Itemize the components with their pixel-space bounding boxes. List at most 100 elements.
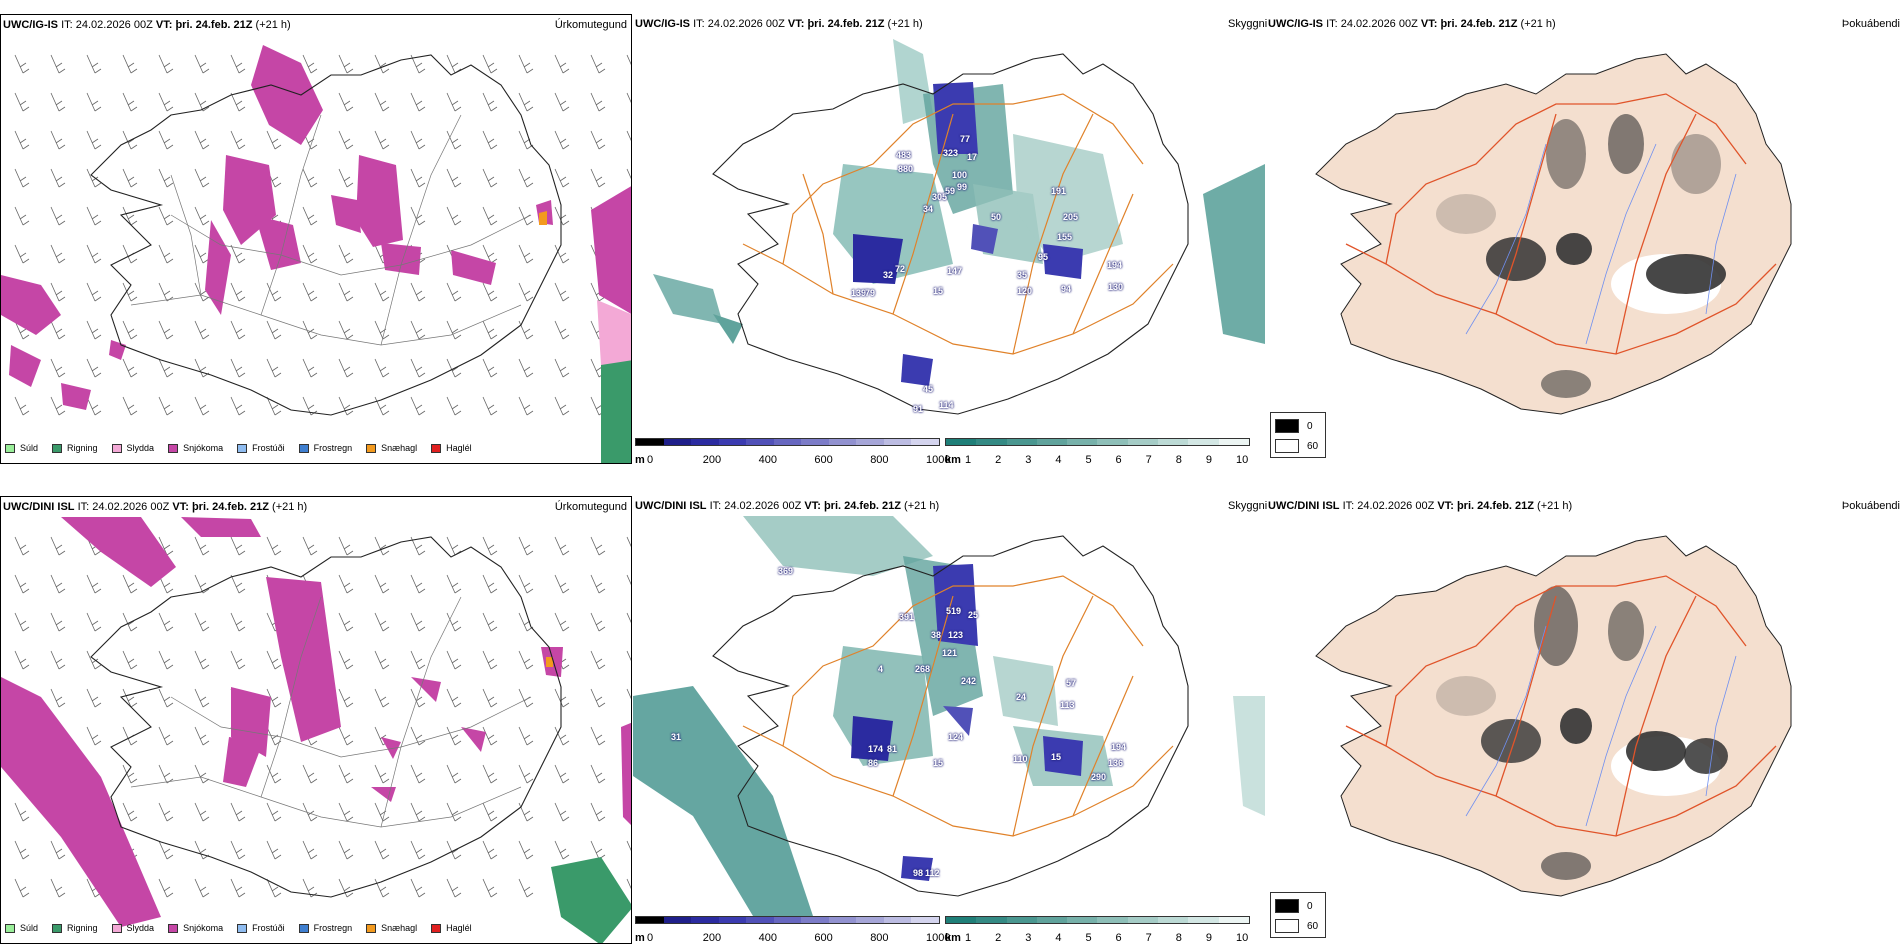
colorbar-tick-label: 400 bbox=[758, 932, 777, 944]
ceiling-value-label: 99 bbox=[957, 182, 968, 192]
colorbar-tick-label: 8 bbox=[1175, 454, 1182, 464]
colorbar-segment bbox=[1097, 439, 1128, 445]
ceiling-value-label: 38 bbox=[931, 630, 942, 640]
wind-barbs bbox=[14, 54, 631, 416]
colorbar-segment bbox=[828, 917, 857, 923]
legend-label: Haglél bbox=[446, 923, 472, 933]
ceiling-value-label: 323 bbox=[943, 148, 959, 158]
precip-map bbox=[1, 517, 631, 943]
colorbar-segment bbox=[663, 917, 692, 923]
ceiling-value-label: 81 bbox=[887, 744, 898, 754]
fog-legend-label: 0 bbox=[1307, 420, 1313, 432]
ceiling-value-label: 369 bbox=[778, 566, 794, 576]
legend-item: Rigning bbox=[52, 443, 98, 453]
fog-map bbox=[1315, 535, 1792, 897]
ceiling-value-label: 110 bbox=[1013, 754, 1028, 764]
colorbar-segment bbox=[718, 439, 747, 445]
roads bbox=[130, 596, 532, 828]
colorbar-segment bbox=[801, 917, 829, 923]
colorbar-segment bbox=[1127, 439, 1159, 445]
colorbar-segment bbox=[1218, 439, 1249, 445]
colorbar-tick-label: 5 bbox=[1085, 932, 1092, 944]
ceiling-value-label: 120 bbox=[1017, 286, 1033, 296]
fog-legend-label: 60 bbox=[1307, 920, 1319, 932]
ceiling-value-label: 194 bbox=[1111, 742, 1127, 752]
legend-swatch bbox=[52, 443, 63, 453]
colorbar-segment bbox=[746, 917, 774, 923]
colorbar-tick-label: 1000 bbox=[926, 454, 951, 464]
legend-label: Slydda bbox=[126, 923, 155, 933]
colorbar-segment bbox=[1188, 917, 1219, 923]
ceiling-value-label: 72 bbox=[895, 264, 906, 274]
ceiling-value-label: 174 bbox=[868, 744, 884, 754]
colorbar-tick-label: 4 bbox=[1055, 454, 1062, 464]
ceiling-value-label: 483 bbox=[896, 150, 912, 160]
ceiling-value-label: 59 bbox=[945, 186, 956, 196]
iceland-coastline bbox=[90, 54, 562, 416]
legend-swatch bbox=[298, 923, 309, 933]
panel-field-name: Úrkomutegund bbox=[554, 19, 627, 31]
ceiling-value-label: 139 bbox=[851, 288, 867, 298]
legend-item: Snjókoma bbox=[168, 443, 223, 453]
legend-swatch bbox=[298, 443, 309, 453]
precip-shading bbox=[1, 45, 631, 463]
fog-legend-swatch bbox=[1275, 439, 1299, 453]
colorbar-tick-label: 3 bbox=[1025, 932, 1032, 944]
rivers bbox=[1465, 625, 1737, 827]
colorbar-segment bbox=[691, 439, 719, 445]
fog-legend-swatch bbox=[1275, 419, 1299, 433]
ceiling-value-label: 98 bbox=[913, 868, 924, 878]
ceiling-value-label: 124 bbox=[948, 732, 964, 742]
fog-panel-1: UWC/IG-IS IT: 24.02.2026 00Z VT: þri. 24… bbox=[1266, 14, 1900, 464]
panel-title: UWC/DINI ISL IT: 24.02.2026 00Z VT: þri.… bbox=[635, 500, 940, 512]
fog-legend-item: 60 bbox=[1275, 439, 1321, 453]
colorbar-segment bbox=[883, 439, 912, 445]
colorbar-segment bbox=[773, 439, 802, 445]
colorbar-segment bbox=[1127, 917, 1159, 923]
panel-title: UWC/DINI ISL IT: 24.02.2026 00Z VT: þri.… bbox=[1268, 500, 1573, 512]
ceiling-value-label: 15 bbox=[1051, 752, 1062, 762]
ceiling-value-label: 86 bbox=[868, 758, 879, 768]
colorbar-segment bbox=[976, 917, 1007, 923]
ceiling-value-label: 130 bbox=[1108, 282, 1124, 292]
legend-label: Frostregn bbox=[313, 923, 353, 933]
panel-field-name: Skyggni bbox=[1228, 18, 1268, 30]
legend-label: Slydda bbox=[126, 443, 155, 453]
ceiling-value-label: 123 bbox=[948, 630, 964, 640]
ceiling-value-label: 95 bbox=[1038, 252, 1049, 262]
ceiling-value-label: 391 bbox=[899, 612, 915, 622]
colorbar-tick-label: 2 bbox=[995, 932, 1002, 944]
legend-swatch bbox=[431, 923, 442, 933]
precip-map bbox=[1, 45, 631, 463]
panel-field-name: Þokuábendi bbox=[1841, 18, 1900, 30]
legend-item: Slydda bbox=[111, 443, 155, 453]
colorbar-segment bbox=[636, 439, 664, 445]
colorbar-segment bbox=[883, 917, 912, 923]
colorbar-segment bbox=[773, 917, 802, 923]
colorbar-tick-label: 600 bbox=[814, 454, 833, 464]
legend-item: Snæhagl bbox=[366, 443, 417, 453]
ceiling-value-label: 268 bbox=[915, 664, 931, 674]
colorbar-segment bbox=[911, 439, 940, 445]
colorbar-segment bbox=[1067, 439, 1098, 445]
ceiling-value-label: 17 bbox=[967, 152, 978, 162]
fog-map bbox=[1315, 53, 1792, 415]
ceiling-value-label: 57 bbox=[1066, 678, 1077, 688]
legend-label: Súld bbox=[20, 443, 39, 453]
colorbar-tick-label: 800 bbox=[870, 454, 889, 464]
ceiling-value-label: 50 bbox=[991, 212, 1002, 222]
legend-swatch bbox=[168, 443, 179, 453]
legend-swatch bbox=[366, 443, 377, 453]
legend-item: Haglél bbox=[431, 443, 472, 453]
legend-swatch bbox=[237, 443, 248, 453]
colorbar-tick-label: 200 bbox=[702, 932, 722, 944]
legend-item: Snæhagl bbox=[366, 923, 417, 933]
legend-swatch bbox=[366, 923, 377, 933]
roads bbox=[742, 575, 1174, 837]
legend-label: Rigning bbox=[67, 443, 98, 453]
fog-legend-label: 60 bbox=[1307, 440, 1319, 452]
colorbar-segment bbox=[946, 917, 977, 923]
colorbar-segment bbox=[828, 439, 857, 445]
colorbar-tick-label: 800 bbox=[870, 932, 889, 944]
ceiling-value-label: 31 bbox=[671, 732, 682, 742]
